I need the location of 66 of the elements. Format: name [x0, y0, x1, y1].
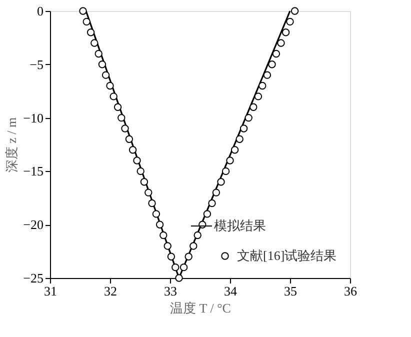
x-tick-label: 32 — [104, 284, 117, 298]
point — [156, 220, 164, 228]
point — [133, 156, 141, 164]
y-tick-label: −5 — [30, 56, 44, 72]
x-tick-label: 36 — [344, 284, 358, 298]
point — [226, 156, 234, 164]
point — [125, 135, 134, 144]
point — [190, 242, 198, 250]
point — [240, 124, 248, 132]
x-tick-label: 33 — [164, 284, 177, 298]
y-tick-label: −25 — [23, 270, 44, 286]
point — [82, 18, 90, 26]
point — [272, 50, 280, 58]
point — [86, 28, 95, 36]
point — [102, 71, 110, 79]
point — [184, 252, 192, 260]
point — [217, 178, 225, 186]
point — [152, 210, 160, 218]
legend-label: 模拟结果 — [214, 218, 266, 233]
point — [286, 18, 294, 26]
point — [263, 71, 272, 79]
point — [144, 188, 152, 196]
point — [194, 231, 202, 240]
x-axis-title: 温度 T / °C — [170, 300, 231, 316]
point — [94, 50, 102, 58]
point — [236, 135, 244, 144]
x-tick-label: 34 — [224, 284, 238, 298]
point — [250, 103, 258, 111]
point — [180, 263, 188, 272]
point — [244, 114, 252, 122]
point — [148, 199, 156, 208]
point — [164, 242, 172, 250]
point — [90, 39, 98, 47]
point — [172, 263, 180, 272]
point — [282, 28, 290, 36]
point — [258, 82, 266, 90]
y-tick-label: −15 — [23, 164, 44, 179]
point — [254, 92, 262, 100]
y-tick-label: 0 — [37, 4, 44, 18]
point — [175, 274, 183, 282]
point — [110, 92, 118, 100]
point — [212, 188, 220, 196]
point — [106, 82, 114, 90]
point — [121, 124, 129, 132]
y-tick-label: −10 — [23, 110, 44, 126]
point — [208, 199, 216, 208]
point — [114, 103, 122, 111]
point — [203, 210, 212, 218]
point — [128, 146, 137, 154]
point — [268, 60, 276, 68]
point — [79, 7, 87, 15]
point — [277, 39, 285, 47]
y-tick-label: −20 — [23, 217, 44, 232]
legend-label: 文献[16]试验结果 — [237, 248, 337, 263]
point — [290, 7, 299, 15]
point — [160, 231, 168, 240]
point — [222, 167, 230, 176]
x-tick-label: 35 — [284, 284, 297, 298]
point — [167, 252, 176, 260]
point — [98, 60, 106, 68]
point — [140, 178, 148, 186]
point — [118, 114, 126, 122]
point — [230, 146, 239, 154]
y-axis-title: 深度 z / m — [4, 117, 20, 173]
x-tick-label: 31 — [44, 284, 57, 298]
point — [136, 167, 144, 176]
